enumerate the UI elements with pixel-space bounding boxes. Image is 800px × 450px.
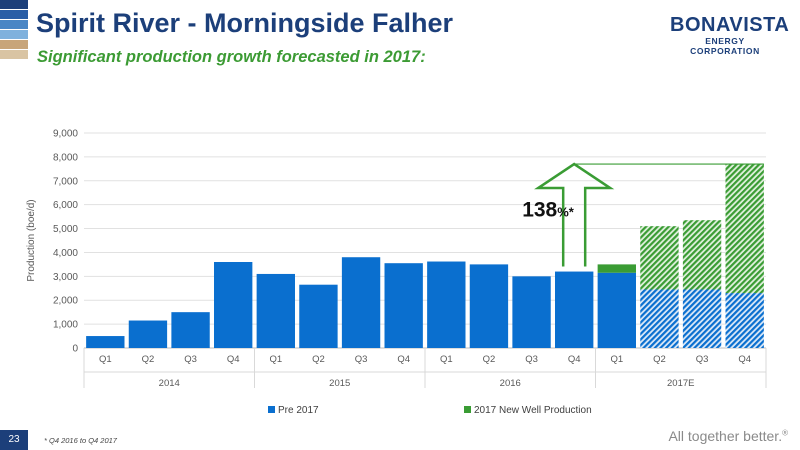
x-tick-label: Q4	[227, 354, 240, 365]
x-group-label: 2017E	[667, 378, 694, 389]
x-tick-label: Q4	[397, 354, 410, 365]
page-number: 23	[0, 430, 28, 450]
x-tick-label: Q2	[312, 354, 325, 365]
y-tick-label: 1,000	[53, 320, 78, 331]
slide-subtitle: Significant production growth forecasted…	[37, 48, 426, 66]
legend-label: Pre 2017	[278, 405, 319, 416]
bar-new-well-production	[640, 226, 679, 290]
x-group-label: 2015	[329, 378, 350, 389]
bar-new-well-production	[597, 264, 636, 273]
logo-subtitle: ENERGY CORPORATION	[690, 36, 760, 56]
bar-pre-2017	[597, 272, 636, 348]
footnote: * Q4 2016 to Q4 2017	[44, 436, 117, 445]
legend-swatch	[464, 406, 471, 413]
x-tick-label: Q2	[653, 354, 666, 365]
bar-pre-2017	[256, 273, 295, 348]
bar-pre-2017	[682, 289, 722, 348]
brand-stripe	[0, 0, 28, 9]
brand-stripe	[0, 20, 28, 29]
brand-stripe	[0, 40, 28, 49]
x-tick-label: Q1	[99, 354, 112, 365]
x-tick-label: Q1	[440, 354, 453, 365]
brand-stripe	[0, 10, 28, 19]
growth-suffix: %*	[557, 205, 575, 220]
y-tick-label: 8,000	[53, 152, 78, 163]
bar-pre-2017	[384, 263, 423, 348]
tagline-text: All together better.	[668, 428, 783, 444]
bar-pre-2017	[214, 262, 253, 348]
bar-pre-2017	[171, 312, 210, 348]
y-tick-label: 5,000	[53, 224, 78, 235]
y-tick-label: 0	[72, 344, 78, 355]
x-tick-label: Q3	[355, 354, 368, 365]
bar-new-well-production	[725, 164, 764, 294]
bar-pre-2017	[299, 284, 338, 348]
slide-title: Spirit River - Morningside Falher	[36, 8, 454, 38]
bar-pre-2017	[86, 336, 125, 348]
legend-swatch	[268, 406, 275, 413]
y-tick-label: 6,000	[53, 200, 78, 211]
bar-pre-2017	[469, 264, 509, 348]
y-tick-label: 4,000	[53, 248, 78, 259]
company-logo: BONAVISTA ENERGY CORPORATION	[670, 14, 790, 56]
x-group-label: 2014	[159, 378, 180, 389]
bar-pre-2017	[128, 320, 168, 348]
y-axis-title: Production (boe/d)	[26, 199, 37, 281]
x-group-label: 2016	[500, 378, 521, 389]
bar-pre-2017	[512, 276, 551, 348]
y-tick-label: 7,000	[53, 176, 78, 187]
bar-new-well-production	[682, 220, 722, 290]
brand-stripes	[0, 0, 28, 60]
bar-pre-2017	[341, 257, 381, 348]
x-tick-label: Q3	[696, 354, 709, 365]
registered-mark: ®	[782, 428, 788, 438]
bar-pre-2017	[427, 261, 466, 348]
x-tick-label: Q2	[142, 354, 155, 365]
x-tick-label: Q3	[525, 354, 538, 365]
x-tick-label: Q3	[184, 354, 197, 365]
legend-label: 2017 New Well Production	[474, 405, 592, 416]
x-tick-label: Q1	[610, 354, 623, 365]
growth-annotation: 138%*	[522, 199, 575, 222]
x-tick-label: Q1	[269, 354, 282, 365]
x-tick-label: Q4	[568, 354, 581, 365]
bar-pre-2017	[725, 293, 764, 348]
tagline: All together better.®	[668, 428, 788, 444]
y-tick-label: 2,000	[53, 296, 78, 307]
y-tick-label: 3,000	[53, 272, 78, 283]
brand-stripe	[0, 50, 28, 59]
brand-stripe	[0, 30, 28, 39]
y-tick-label: 9,000	[53, 129, 78, 140]
x-tick-label: Q2	[483, 354, 496, 365]
x-tick-label: Q4	[738, 354, 751, 365]
logo-name: BONAVISTA	[670, 14, 790, 36]
bar-pre-2017	[640, 289, 679, 348]
bar-pre-2017	[555, 271, 594, 348]
growth-value: 138	[522, 199, 557, 222]
